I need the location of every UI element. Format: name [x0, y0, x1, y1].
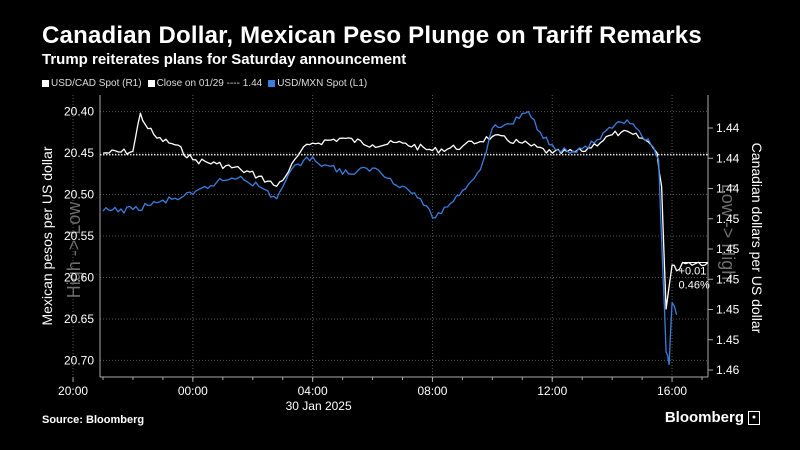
- brand-logo: Bloomberg ●: [665, 409, 760, 426]
- series-line-usdmxn: [102, 110, 678, 366]
- left-tick-label: 20.45: [64, 146, 94, 160]
- legend-item-usdcad: USD/CAD Spot (R1): [42, 78, 142, 89]
- right-tick-label: 1.46: [716, 363, 740, 377]
- axes: [72, 95, 713, 382]
- annotation-change: +0.01: [679, 266, 707, 278]
- right-tick-label: 1.45: [716, 212, 740, 226]
- right-axis-watermark: Low -> High: [718, 184, 738, 281]
- x-tick-label: 00:00: [178, 384, 208, 398]
- x-tick-label: 04:00: [298, 384, 328, 398]
- right-tick-label: 1.44: [716, 151, 740, 165]
- right-tick-label: 1.44: [716, 121, 740, 135]
- left-tick-label: 20.65: [64, 312, 94, 326]
- legend-item-usdmxn: USD/MXN Spot (L1): [268, 78, 367, 89]
- left-tick-label: 20.70: [64, 353, 94, 367]
- right-tick-label: 1.45: [716, 272, 740, 286]
- legend-item-close: Close on 01/29 ---- 1.44: [147, 78, 263, 89]
- brand-icon: ●: [748, 410, 760, 425]
- series-group: [100, 110, 709, 366]
- right-tick-label: 1.44: [716, 182, 740, 196]
- left-tick-label: 20.60: [64, 270, 94, 284]
- chart-title: Canadian Dollar, Mexican Peso Plunge on …: [42, 22, 702, 49]
- left-tick-label: 20.55: [64, 229, 94, 243]
- chart-subtitle: Trump reiterates plans for Saturday anno…: [42, 51, 407, 68]
- annotation-percent: 0.46%: [679, 280, 710, 292]
- labels: 20.40 20.45 20.50 20.55 20.60 20.65 20.70 20:00…: [39, 105, 765, 413]
- legend-swatch-usdcad: [42, 80, 49, 87]
- legend-swatch-close: [147, 80, 155, 87]
- x-date-label: 30 Jan 2025: [286, 399, 352, 413]
- legend-label-usdmxn: USD/MXN Spot (L1): [277, 78, 368, 89]
- right-axis-title: Canadian dollars per US dollar: [749, 143, 765, 334]
- right-tick-label: 1.45: [716, 242, 740, 256]
- grid: [72, 95, 708, 377]
- left-tick-label: 20.40: [64, 105, 94, 119]
- legend: USD/CAD Spot (R1) Close on 01/29 ---- 1.…: [42, 78, 367, 89]
- left-axis-watermark: High -> Low: [64, 201, 84, 299]
- legend-label-close: Close on 01/29 ---- 1.44: [156, 78, 263, 89]
- x-tick-label: 08:00: [417, 384, 447, 398]
- right-tick-label: 1.45: [716, 303, 740, 317]
- legend-label-usdcad: USD/CAD Spot (R1): [51, 78, 142, 89]
- x-tick-label: 20:00: [58, 384, 88, 398]
- right-tick-label: 1.45: [716, 333, 740, 347]
- x-tick-label: 12:00: [537, 384, 567, 398]
- x-tick-label: 16:00: [657, 384, 687, 398]
- left-tick-label: 20.50: [64, 188, 94, 202]
- source-note: Source: Bloomberg: [42, 414, 145, 426]
- brand-name: Bloomberg: [664, 409, 744, 426]
- series-line-usdcad: [102, 112, 709, 310]
- left-axis-title: Mexican pesos per US dollar: [39, 146, 55, 325]
- legend-swatch-usdmxn: [268, 80, 276, 87]
